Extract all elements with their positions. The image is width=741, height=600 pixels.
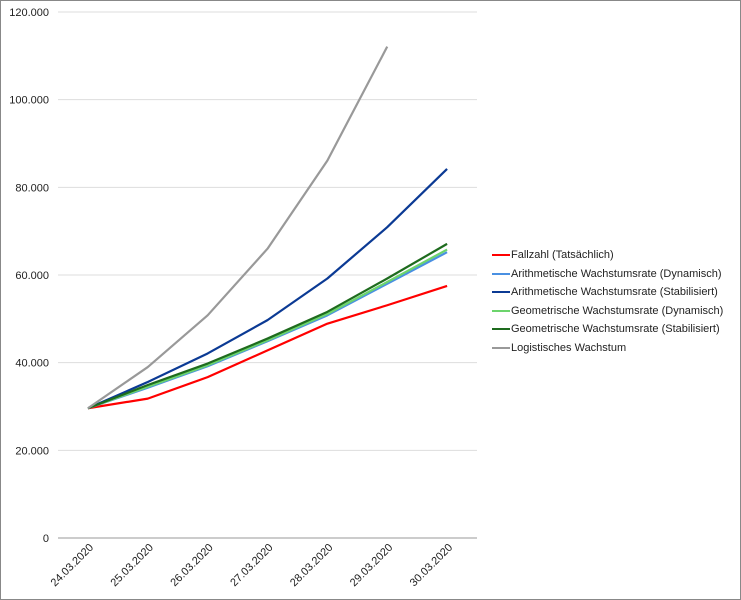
legend-item: Arithmetische Wachstumsrate (Dynamisch) bbox=[492, 265, 723, 284]
legend-item: Logistisches Wachstum bbox=[492, 339, 723, 358]
legend-swatch bbox=[492, 291, 510, 294]
legend-swatch bbox=[492, 346, 510, 349]
x-tick-label: 27.03.2020 bbox=[228, 542, 275, 589]
legend-swatch bbox=[492, 309, 510, 312]
series-line bbox=[87, 46, 389, 410]
x-tick-label: 25.03.2020 bbox=[108, 542, 155, 589]
legend-label: Geometrische Wachstumsrate (Dynamisch) bbox=[511, 304, 724, 317]
legend-label: Arithmetische Wachstumsrate (Dynamisch) bbox=[511, 267, 722, 280]
legend-label: Logistisches Wachstum bbox=[511, 341, 627, 354]
x-tick-label: 29.03.2020 bbox=[348, 542, 395, 589]
legend-label: Arithmetische Wachstumsrate (Stabilisier… bbox=[511, 286, 718, 299]
x-tick-label: 24.03.2020 bbox=[49, 542, 96, 589]
legend-item: Geometrische Wachstumsrate (Dynamisch) bbox=[492, 302, 723, 321]
x-tick-label: 26.03.2020 bbox=[168, 542, 215, 589]
y-tick-label: 0 bbox=[43, 533, 49, 545]
legend: Fallzahl (Tatsächlich) Arithmetische Wach… bbox=[492, 246, 723, 357]
legend-swatch bbox=[492, 272, 510, 275]
y-tick-label: 120.000 bbox=[9, 7, 49, 19]
legend-label: Fallzahl (Tatsächlich) bbox=[511, 249, 614, 262]
y-tick-label: 100.000 bbox=[9, 95, 49, 107]
legend-item: Fallzahl (Tatsächlich) bbox=[492, 246, 723, 265]
y-tick-label: 80.000 bbox=[15, 182, 49, 194]
legend-item: Arithmetische Wachstumsrate (Stabilisier… bbox=[492, 283, 723, 302]
y-tick-label: 20.000 bbox=[15, 445, 49, 457]
x-tick-label: 28.03.2020 bbox=[288, 542, 335, 589]
x-tick-label: 30.03.2020 bbox=[408, 542, 455, 589]
legend-swatch bbox=[492, 328, 510, 331]
y-tick-label: 40.000 bbox=[15, 358, 49, 370]
legend-swatch bbox=[492, 254, 510, 257]
y-tick-label: 60.000 bbox=[15, 270, 49, 282]
legend-item: Geometrische Wachstumsrate (Stabilisiert… bbox=[492, 320, 723, 339]
legend-label: Geometrische Wachstumsrate (Stabilisiert… bbox=[511, 323, 720, 336]
